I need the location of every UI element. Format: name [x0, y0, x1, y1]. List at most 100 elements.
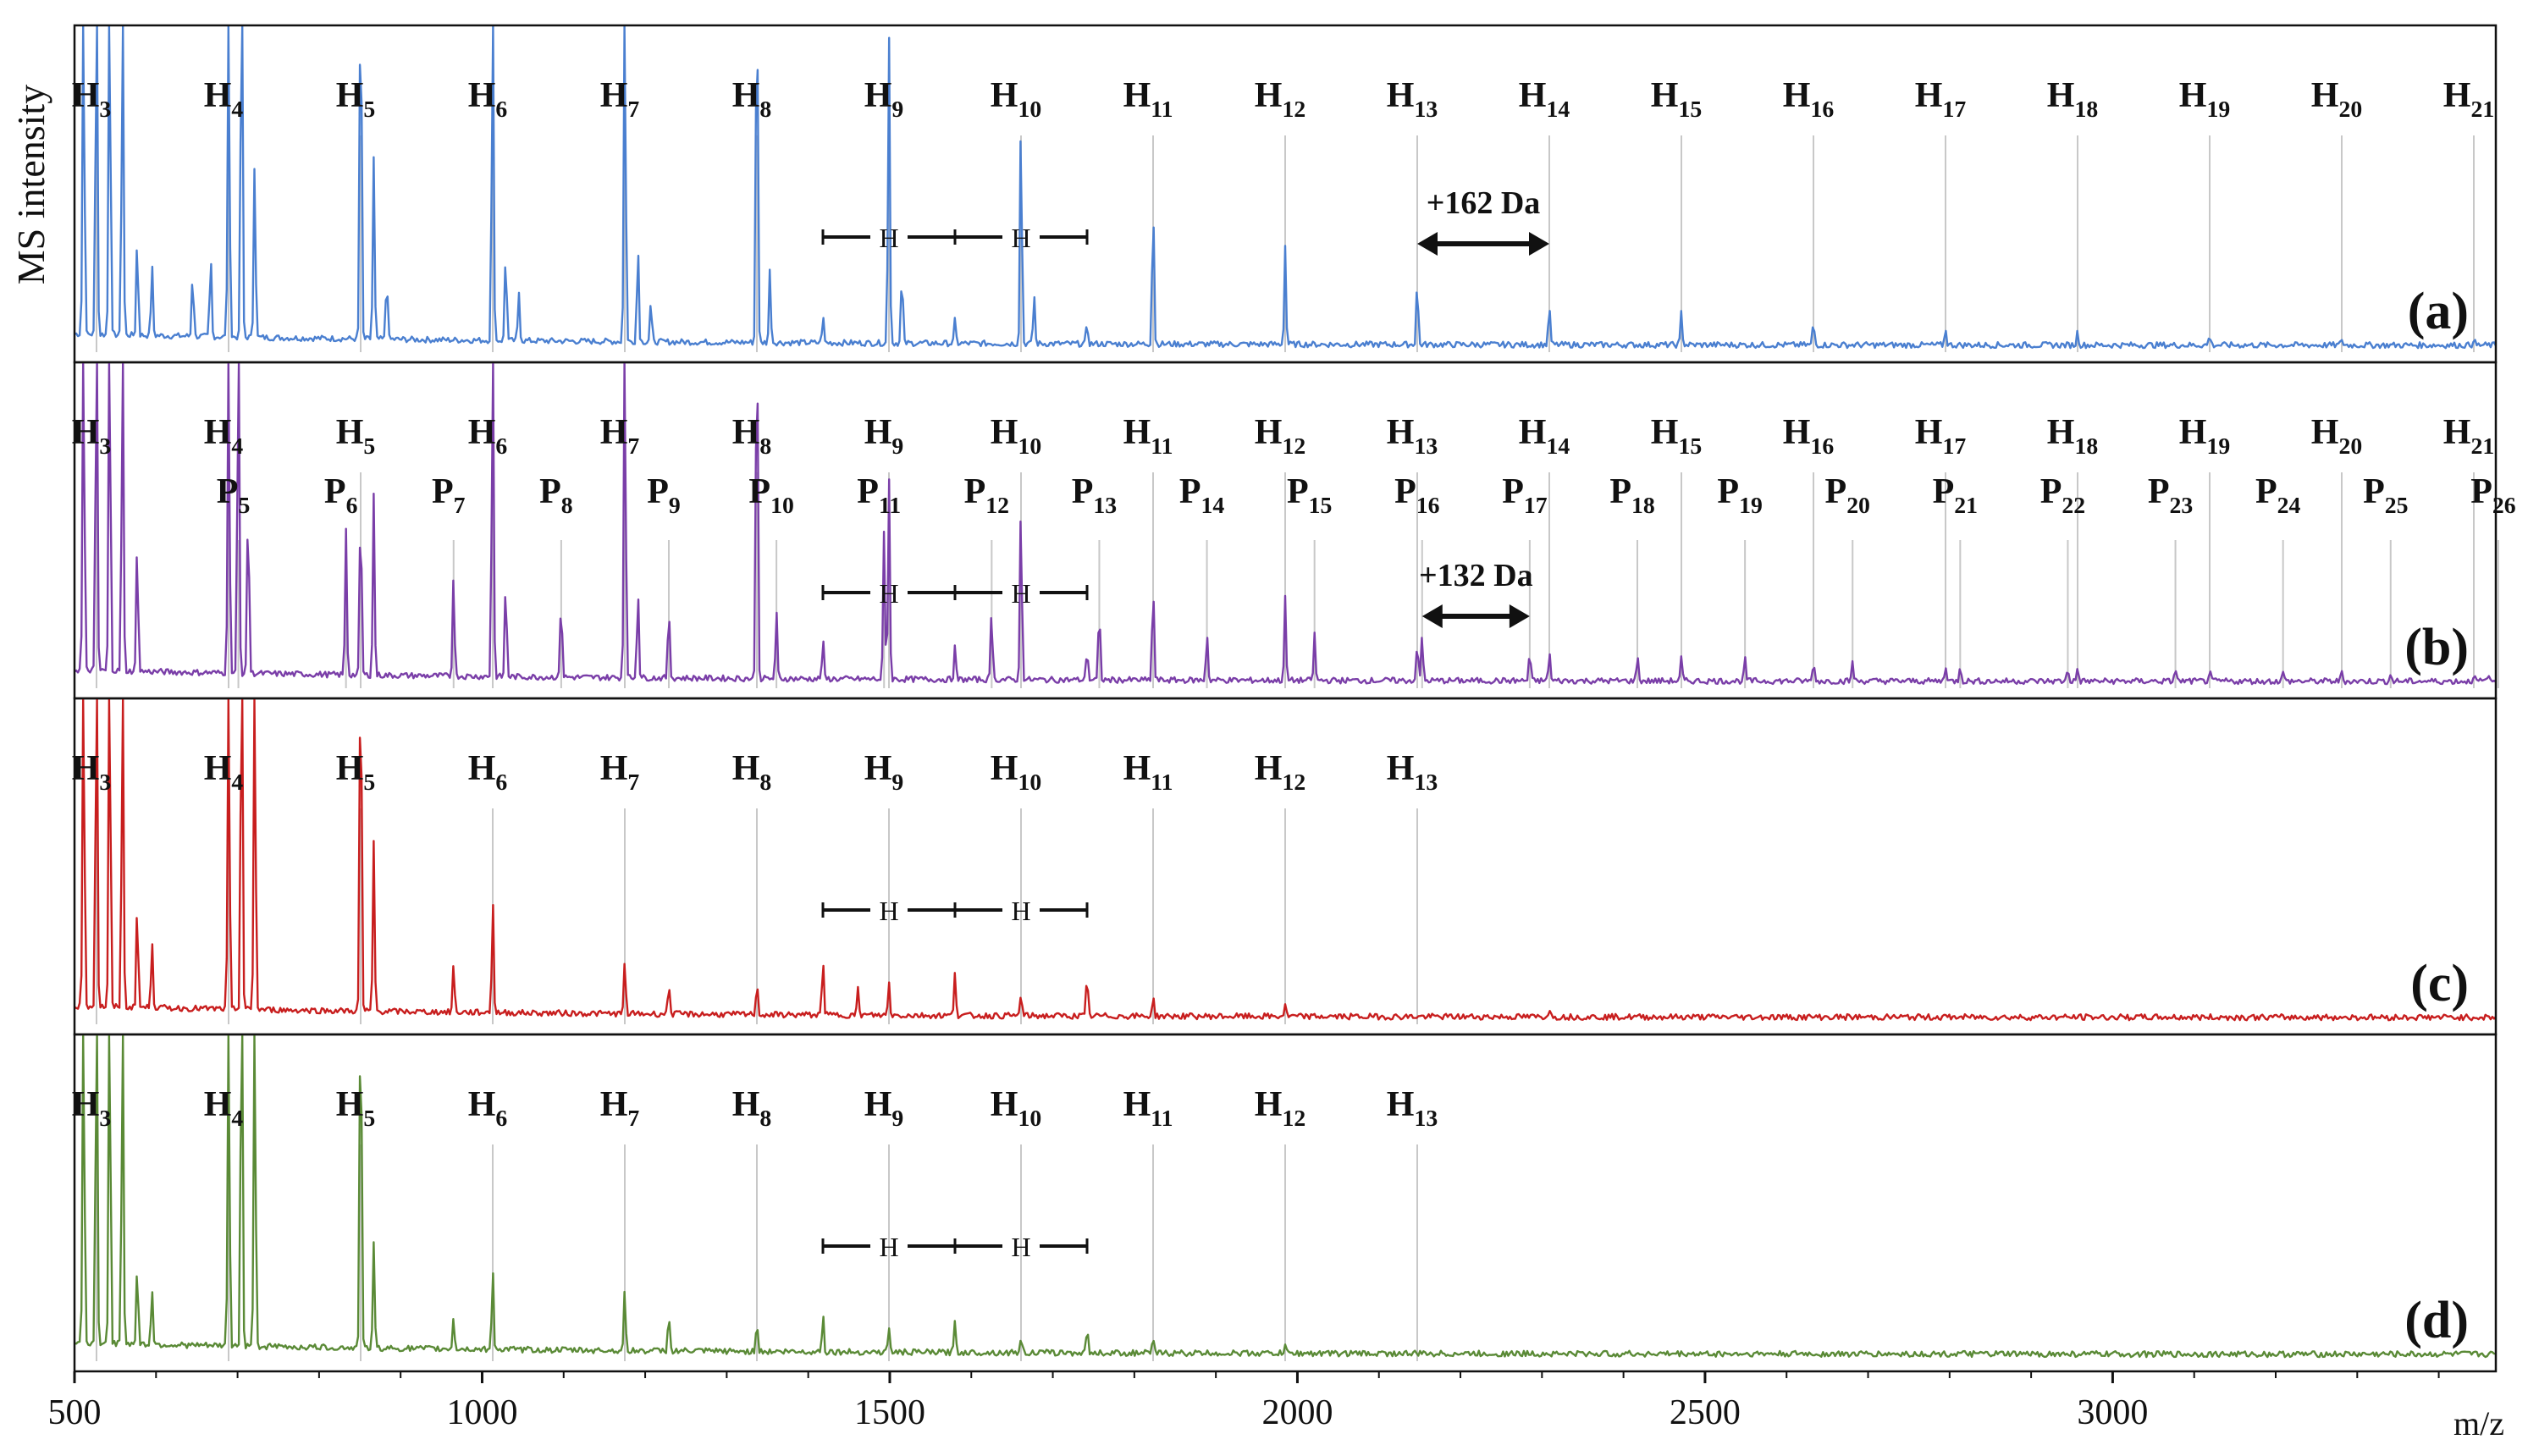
hexose-label-H17: H17 [1915, 76, 1967, 122]
hexose-label-H14: H14 [1519, 76, 1570, 122]
hexose-label-H21: H21 [2443, 76, 2494, 122]
bracket-unit-label: H [1011, 1232, 1030, 1262]
hexose-label-H13: H13 [1387, 76, 1438, 122]
hexose-label-H8: H8 [732, 76, 772, 122]
hexose-label-H4: H4 [204, 76, 244, 122]
hexose-label-H7: H7 [600, 749, 640, 795]
hexose-label-H12: H12 [1255, 76, 1305, 122]
hexose-label-H11: H11 [1123, 76, 1173, 122]
pentose-label-P16: P16 [1394, 472, 1440, 518]
spectrum-trace-a [74, 25, 2498, 350]
x-tick-label: 1000 [446, 1393, 517, 1432]
hexose-label-H18: H18 [2047, 76, 2098, 122]
hexose-label-H11: H11 [1123, 1085, 1173, 1131]
hexose-label-H8: H8 [732, 413, 772, 459]
hexose-label-H9: H9 [864, 413, 904, 459]
spacing-arrow-head-right [1509, 604, 1530, 628]
x-tick-label: 3000 [2077, 1393, 2148, 1432]
pentose-label-P12: P12 [964, 472, 1009, 518]
hexose-label-H18: H18 [2047, 413, 2098, 459]
panel-b: H3 H4 H5 H6 H7 H8 H9 H10 H11 H12 H13 H14 H15 H16 H17 H1… [72, 361, 2516, 700]
hexose-label-H10: H10 [991, 413, 1041, 459]
pentose-label-P20: P20 [1825, 472, 1870, 518]
bracket-unit-label: H [1011, 896, 1030, 926]
hexose-label-H4: H4 [204, 1085, 244, 1131]
hexose-label-H9: H9 [864, 1085, 904, 1131]
hexose-label-H16: H16 [1783, 413, 1835, 459]
hexose-label-H14: H14 [1519, 413, 1570, 459]
pentose-label-P26: P26 [2470, 472, 2516, 518]
pentose-label-P21: P21 [1933, 472, 1978, 518]
hexose-label-H5: H5 [336, 413, 376, 459]
panel-d: H3 H4 H5 H6 H7 H8 H9 H10 H11 H12 H13 H H (d) [72, 1033, 2498, 1373]
pentose-label-P23: P23 [2148, 472, 2193, 518]
hexose-label-H15: H15 [1651, 76, 1702, 122]
hexose-label-H4: H4 [204, 413, 244, 459]
hexose-label-H12: H12 [1255, 413, 1305, 459]
hexose-label-H7: H7 [600, 413, 640, 459]
hexose-label-H13: H13 [1387, 1085, 1438, 1131]
hexose-label-H21: H21 [2443, 413, 2494, 459]
bracket-unit-label: H [1011, 578, 1030, 609]
hexose-label-H11: H11 [1123, 413, 1173, 459]
pentose-label-P5: P5 [217, 472, 251, 518]
bracket-unit-label: H [879, 1232, 898, 1262]
x-tick-label: 500 [48, 1393, 102, 1432]
pentose-label-P18: P18 [1609, 472, 1654, 518]
pentose-label-P14: P14 [1179, 472, 1225, 518]
hexose-label-H9: H9 [864, 76, 904, 122]
hexose-label-H7: H7 [600, 1085, 640, 1131]
hexose-label-H8: H8 [732, 749, 772, 795]
hexose-label-H3: H3 [72, 76, 112, 122]
hexose-label-H15: H15 [1651, 413, 1702, 459]
spectra-panels: H3 H4 H5 H6 H7 H8 H9 H10 H11 H12 H13 H14 H15 H16 H17 H1… [72, 24, 2516, 1373]
spacing-arrow-head-left [1417, 232, 1438, 256]
panel-label-c: (c) [2410, 955, 2469, 1012]
panel-c: H3 H4 H5 H6 H7 H8 H9 H10 H11 H12 H13 H H (c) [72, 697, 2498, 1036]
hexose-label-H13: H13 [1387, 749, 1438, 795]
y-axis-label: MS intensity [9, 85, 52, 284]
hexose-label-H20: H20 [2311, 413, 2362, 459]
hexose-label-H19: H19 [2179, 76, 2230, 122]
pentose-label-P25: P25 [2363, 472, 2408, 518]
hexose-label-H19: H19 [2179, 413, 2230, 459]
bracket-unit-label: H [879, 578, 898, 609]
hexose-label-H4: H4 [204, 749, 244, 795]
spacing-arrow-head-right [1529, 232, 1549, 256]
hexose-label-H3: H3 [72, 413, 112, 459]
hexose-label-H12: H12 [1255, 749, 1305, 795]
hexose-label-H3: H3 [72, 1085, 112, 1131]
hexose-label-H20: H20 [2311, 76, 2362, 122]
x-axis-label: m/z [2453, 1404, 2504, 1442]
spacing-arrow-head-left [1421, 604, 1443, 628]
pentose-label-P10: P10 [748, 472, 793, 518]
hexose-label-H13: H13 [1387, 413, 1438, 459]
hexose-label-H6: H6 [468, 76, 508, 122]
spacing-annotation-label: +132 Da [1419, 558, 1533, 593]
pentose-label-P6: P6 [324, 472, 358, 518]
bracket-unit-label: H [879, 896, 898, 926]
x-axis: 500 1000 1500 2000 2500 3000 [48, 1371, 2440, 1432]
panel-label-a: (a) [2408, 283, 2469, 340]
hexose-label-H10: H10 [991, 749, 1041, 795]
hexose-label-H5: H5 [336, 76, 376, 122]
panel-frame-d [73, 1033, 2498, 1373]
bracket-unit-label: H [1011, 223, 1030, 253]
pentose-label-P22: P22 [2040, 472, 2085, 518]
spectrum-trace-d [74, 1034, 2497, 1359]
pentose-label-P24: P24 [2255, 472, 2301, 518]
hexose-label-H7: H7 [600, 76, 640, 122]
hexose-label-H11: H11 [1123, 749, 1173, 795]
hexose-label-H6: H6 [468, 1085, 508, 1131]
hexose-label-H5: H5 [336, 1085, 376, 1131]
hexose-label-H10: H10 [991, 76, 1041, 122]
hexose-label-H6: H6 [468, 749, 508, 795]
spacing-annotation-label: +162 Da [1427, 185, 1541, 221]
hexose-label-H12: H12 [1255, 1085, 1305, 1131]
pentose-label-P17: P17 [1502, 472, 1548, 518]
spectrum-trace-c [74, 698, 2497, 1022]
hexose-label-H17: H17 [1915, 413, 1967, 459]
hexose-label-H16: H16 [1783, 76, 1835, 122]
hexose-label-H10: H10 [991, 1085, 1041, 1131]
